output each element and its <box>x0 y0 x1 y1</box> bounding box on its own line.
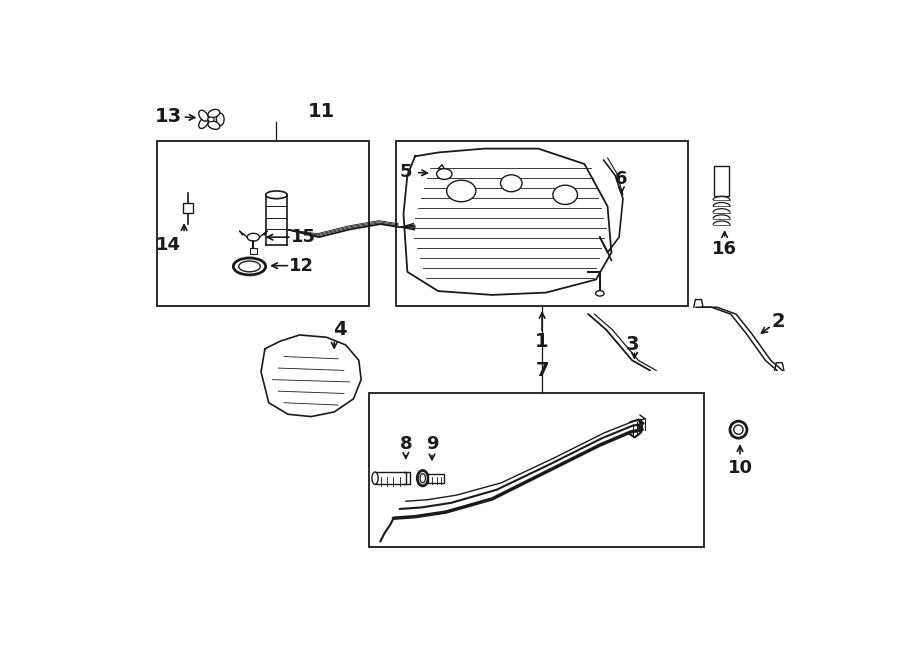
Text: 8: 8 <box>400 434 412 453</box>
Ellipse shape <box>208 117 214 122</box>
Text: 12: 12 <box>289 256 313 275</box>
Text: 13: 13 <box>155 107 182 126</box>
Ellipse shape <box>208 121 220 130</box>
Text: 16: 16 <box>712 240 737 258</box>
Bar <box>396 141 688 307</box>
Bar <box>428 473 444 483</box>
Text: 3: 3 <box>626 336 639 354</box>
Ellipse shape <box>248 233 259 241</box>
Ellipse shape <box>266 191 287 199</box>
Text: 5: 5 <box>400 163 412 180</box>
Ellipse shape <box>420 473 426 483</box>
Bar <box>375 472 406 485</box>
Text: 1: 1 <box>536 332 549 350</box>
Text: 6: 6 <box>616 171 627 188</box>
Text: 10: 10 <box>727 459 752 477</box>
Ellipse shape <box>436 169 452 179</box>
Bar <box>183 202 194 213</box>
Ellipse shape <box>199 118 208 128</box>
Ellipse shape <box>208 109 220 118</box>
Bar <box>158 141 369 307</box>
Text: 11: 11 <box>308 102 335 121</box>
Text: 4: 4 <box>333 320 346 339</box>
Ellipse shape <box>199 110 208 121</box>
Text: 7: 7 <box>536 361 549 380</box>
Ellipse shape <box>730 421 747 438</box>
Bar <box>369 393 704 547</box>
Ellipse shape <box>553 185 578 204</box>
Ellipse shape <box>418 471 428 486</box>
Bar <box>714 165 729 196</box>
Text: 14: 14 <box>157 236 181 254</box>
Text: 9: 9 <box>426 434 438 453</box>
Ellipse shape <box>500 175 522 192</box>
Ellipse shape <box>238 261 260 272</box>
Ellipse shape <box>596 291 604 296</box>
Bar <box>249 248 257 254</box>
Ellipse shape <box>446 180 476 202</box>
Text: 15: 15 <box>291 228 316 246</box>
Ellipse shape <box>233 258 266 275</box>
Ellipse shape <box>216 113 224 126</box>
Ellipse shape <box>734 425 743 434</box>
Ellipse shape <box>372 472 378 485</box>
Text: 2: 2 <box>771 313 786 331</box>
